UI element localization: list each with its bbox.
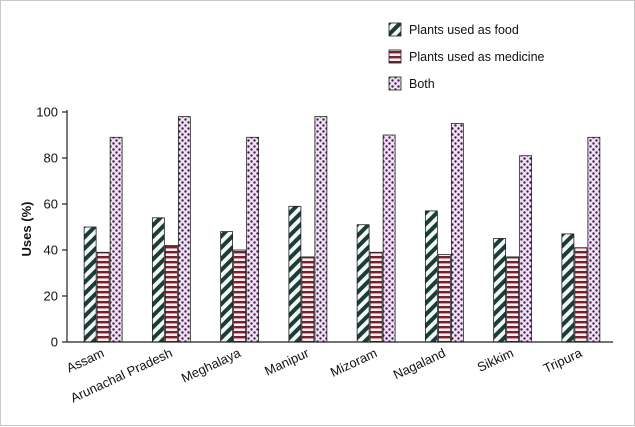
y-tick-label: 60 xyxy=(44,197,58,212)
bar-horizontal-stripes xyxy=(301,256,315,343)
x-tick-label: Nagaland xyxy=(391,345,448,382)
bar-diagonal-stripes xyxy=(83,226,97,343)
bar-dots xyxy=(519,155,533,343)
bar-group xyxy=(83,136,123,343)
bar-group xyxy=(424,123,464,343)
bar-group xyxy=(356,134,396,343)
bar-dots xyxy=(314,116,328,343)
bar-diagonal-stripes xyxy=(288,205,302,343)
legend-label: Both xyxy=(409,77,435,91)
bar-dots xyxy=(450,123,464,343)
bar-group xyxy=(561,136,601,343)
legend-swatch xyxy=(388,49,402,64)
bar-group xyxy=(220,136,260,343)
bar-horizontal-stripes xyxy=(506,256,520,343)
bar-horizontal-stripes xyxy=(437,254,451,343)
bar-dots xyxy=(246,136,260,343)
y-tick-label: 0 xyxy=(51,335,58,350)
bar-dots xyxy=(587,136,601,343)
legend-item: Plants used as food xyxy=(388,22,519,37)
bar-horizontal-stripes xyxy=(369,251,383,343)
legend-label: Plants used as food xyxy=(409,23,519,37)
legend-swatch xyxy=(388,76,402,91)
legend-label: Plants used as medicine xyxy=(409,50,545,64)
x-tick-label: Assam xyxy=(64,345,106,375)
bar-dots xyxy=(382,134,396,343)
legend-item: Both xyxy=(388,76,435,91)
bar-group xyxy=(288,116,328,343)
legend-item: Plants used as medicine xyxy=(388,49,545,64)
y-tick-label: 20 xyxy=(44,289,58,304)
bar-diagonal-stripes xyxy=(424,210,438,343)
y-tick-label: 100 xyxy=(36,105,58,120)
bar-horizontal-stripes xyxy=(574,247,588,343)
bar-dots xyxy=(109,136,123,343)
bar-dots xyxy=(177,116,191,343)
bar-diagonal-stripes xyxy=(493,238,507,343)
x-tick-label: Manipur xyxy=(262,345,312,379)
bar-group xyxy=(493,155,533,343)
bar-horizontal-stripes xyxy=(96,251,110,343)
bar-diagonal-stripes xyxy=(151,217,165,343)
x-tick-label: Meghalaya xyxy=(179,345,244,386)
y-axis: 0 20 40 60 80 100 xyxy=(36,105,68,350)
bar-diagonal-stripes xyxy=(561,233,575,343)
bar-horizontal-stripes xyxy=(164,244,178,343)
legend: Plants used as food Plants used as medici… xyxy=(388,22,545,91)
y-axis-label: Uses (%) xyxy=(19,202,34,257)
legend-swatch xyxy=(388,22,402,37)
y-tick-label: 80 xyxy=(44,151,58,166)
y-tick-label: 40 xyxy=(44,243,58,258)
bars xyxy=(83,116,601,343)
x-tick-label: Sikkim xyxy=(475,345,516,375)
bar-group xyxy=(151,116,191,343)
bar-diagonal-stripes xyxy=(220,231,234,343)
bar-diagonal-stripes xyxy=(356,224,370,343)
bar-horizontal-stripes xyxy=(233,249,247,343)
x-tick-label: Mizoram xyxy=(328,345,380,380)
x-tick-label: Tripura xyxy=(541,345,585,376)
